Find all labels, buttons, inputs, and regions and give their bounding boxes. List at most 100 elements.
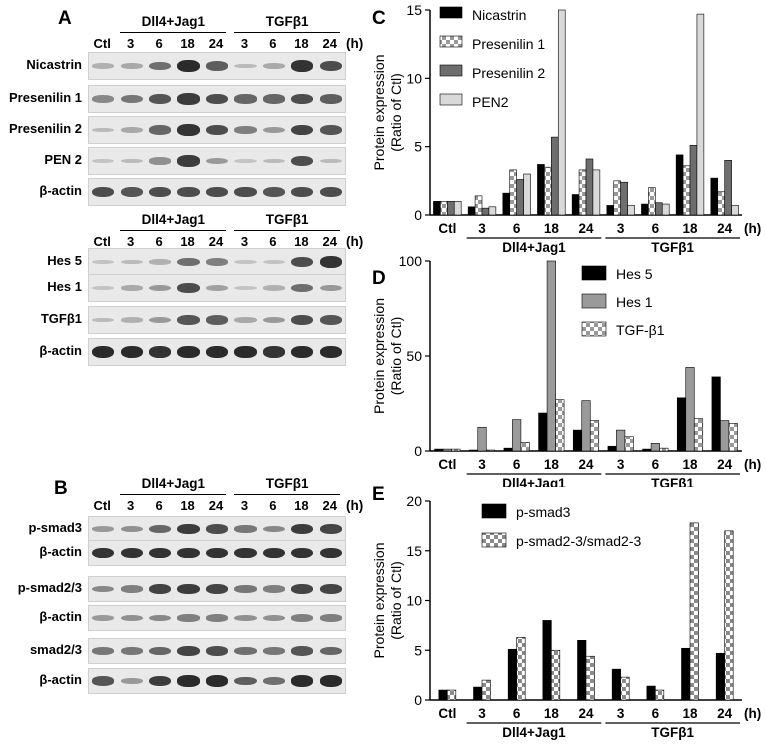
group-label-dll4-jag1: Dll4+Jag1 bbox=[141, 212, 206, 227]
blot-strip bbox=[88, 85, 346, 113]
blot-band bbox=[120, 525, 143, 533]
x-tick-label: 18 bbox=[544, 706, 560, 721]
y-tick-label: 50 bbox=[406, 348, 422, 364]
bar-hes-1 bbox=[512, 419, 522, 452]
bar-p-smad2-3-smad2-3 bbox=[655, 689, 665, 701]
x-tick-label: 3 bbox=[478, 221, 486, 236]
group-label-dll4-jag1: Dll4+Jag1 bbox=[141, 476, 206, 491]
x-tick-label: 24 bbox=[717, 706, 733, 721]
bar-p-smad3 bbox=[542, 620, 552, 701]
blot-band bbox=[177, 614, 200, 622]
blot-band bbox=[149, 584, 172, 594]
lane-label: 3 bbox=[127, 498, 135, 513]
blot-band bbox=[120, 187, 143, 197]
lane-label: 24 bbox=[208, 234, 224, 249]
legend-swatch bbox=[581, 321, 607, 337]
blot-band bbox=[234, 63, 257, 69]
bar-p-smad3 bbox=[507, 648, 517, 701]
x-tick-label: Ctl bbox=[438, 706, 456, 721]
group-label: Dll4+Jag1 bbox=[502, 240, 566, 255]
y-axis-label: Protein expression bbox=[371, 543, 387, 659]
blot-band bbox=[92, 259, 115, 265]
blot-strip bbox=[88, 638, 346, 664]
group-underline bbox=[120, 494, 227, 495]
row-label: Presenilin 1 bbox=[9, 90, 82, 105]
legend-label: Presenilin 2 bbox=[472, 65, 545, 81]
bar-presenilin-2 bbox=[724, 160, 732, 216]
row-label: Presenilin 2 bbox=[9, 121, 82, 136]
bar-presenilin-1 bbox=[578, 169, 587, 216]
lane-label: 24 bbox=[322, 498, 337, 513]
y-tick-label: 10 bbox=[406, 593, 422, 609]
y-axis-label: Protein expression bbox=[371, 298, 387, 414]
blot-band bbox=[92, 63, 115, 69]
bar-nicastrin bbox=[641, 203, 649, 216]
bar-p-smad2-3-smad2-3 bbox=[724, 530, 734, 701]
row-label: Hes 5 bbox=[47, 253, 82, 268]
lane-label: 3 bbox=[240, 234, 249, 249]
legend-label: Hes 5 bbox=[616, 266, 653, 282]
x-tick-label: 24 bbox=[578, 457, 594, 472]
lane-label: 6 bbox=[269, 498, 277, 513]
blot-band bbox=[149, 316, 172, 324]
group-label: TGFβ1 bbox=[651, 725, 694, 740]
blot-band bbox=[205, 315, 229, 325]
legend-swatch bbox=[439, 64, 463, 77]
blot-strip bbox=[88, 668, 346, 694]
legend-label: Nicastrin bbox=[472, 7, 526, 23]
panel-label-d: D bbox=[372, 268, 386, 289]
bar-p-smad3 bbox=[611, 668, 621, 701]
bar-presenilin-2 bbox=[481, 207, 490, 216]
row-label: p-smad3 bbox=[28, 520, 82, 535]
bar-p-smad2-3-smad2-3 bbox=[447, 689, 457, 701]
bar-p-smad2-3-smad2-3 bbox=[481, 679, 491, 701]
blot-band bbox=[262, 94, 285, 104]
blot-band bbox=[319, 547, 342, 559]
bar-nicastrin bbox=[537, 164, 545, 216]
bar-p-smad3 bbox=[438, 689, 448, 701]
row-label: PEN 2 bbox=[44, 152, 82, 167]
blot-band bbox=[149, 157, 172, 165]
x-tick-label: 6 bbox=[652, 457, 660, 472]
bar-tgf-1 bbox=[659, 447, 669, 452]
group-underline bbox=[234, 494, 340, 495]
blot-band bbox=[120, 259, 143, 265]
unit-label: (h) bbox=[346, 498, 364, 513]
y-tick-label: 5 bbox=[414, 642, 422, 658]
row-label: TGFβ1 bbox=[40, 311, 82, 326]
blot-band bbox=[92, 647, 115, 655]
bar-hes-1 bbox=[650, 443, 660, 452]
blot-band bbox=[149, 547, 172, 559]
y-axis-label: (Ratio of Ctl) bbox=[388, 73, 404, 152]
legend-label: Presenilin 1 bbox=[472, 36, 545, 52]
bar-pen2 bbox=[731, 205, 739, 216]
x-tick-label: 18 bbox=[682, 706, 698, 721]
blot-band bbox=[149, 94, 172, 104]
blot-band bbox=[205, 93, 229, 105]
blot-band bbox=[149, 186, 172, 198]
blot-band bbox=[177, 646, 200, 656]
blot-band bbox=[149, 61, 172, 71]
blot-band bbox=[234, 525, 257, 533]
panel-label-e: E bbox=[372, 484, 385, 505]
blot-strip bbox=[88, 338, 346, 366]
blot-band bbox=[205, 61, 229, 71]
blot-band bbox=[291, 523, 314, 535]
lane-label: 18 bbox=[180, 498, 195, 513]
blot-band bbox=[177, 124, 200, 136]
blot-band bbox=[92, 525, 115, 533]
blot-band bbox=[149, 259, 172, 265]
x-tick-label: 24 bbox=[578, 221, 594, 236]
blot-band bbox=[120, 345, 143, 359]
bar-pen2 bbox=[557, 9, 566, 216]
legend-label: Hes 1 bbox=[616, 294, 653, 310]
blot-band bbox=[262, 614, 285, 622]
bar-pen2 bbox=[627, 205, 635, 216]
blot-strip bbox=[88, 605, 346, 631]
blot-band bbox=[205, 284, 229, 292]
blot-band bbox=[120, 647, 143, 655]
blot-band bbox=[177, 523, 200, 535]
group-underline bbox=[120, 230, 227, 231]
unit-label: (h) bbox=[346, 234, 364, 249]
y-tick-label: 15 bbox=[406, 543, 422, 559]
